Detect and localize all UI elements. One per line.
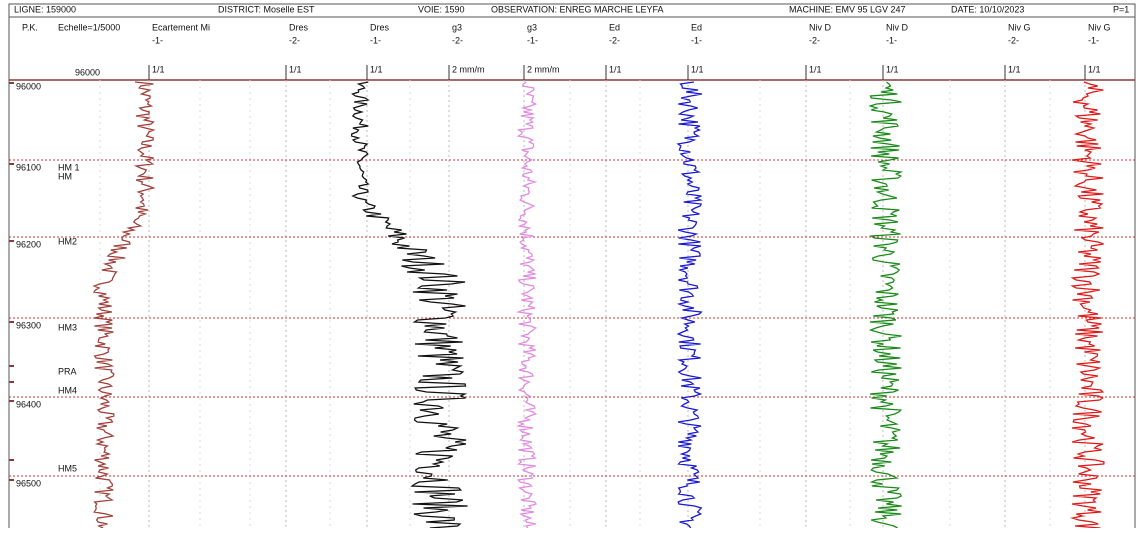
- column-name: Ed: [609, 22, 620, 32]
- column-index: -1-: [152, 35, 163, 45]
- column-index: -1-: [370, 35, 381, 45]
- pk-label: 96200: [16, 239, 41, 249]
- trace: [676, 81, 704, 529]
- marker: HM 1: [58, 162, 80, 172]
- machine: MACHINE: EMV 95 LGV 247: [789, 4, 906, 14]
- column-name: Ecartement Mi: [152, 22, 210, 32]
- marker: HM4: [58, 385, 77, 395]
- column-scale: 1/1: [152, 64, 165, 74]
- trace: [1070, 81, 1105, 529]
- date: DATE: 10/10/2023: [951, 4, 1024, 14]
- trace: [351, 81, 468, 529]
- district: DISTRICT: Moselle EST: [218, 4, 315, 14]
- column-scale: 1/1: [289, 64, 302, 74]
- column-index: -1-: [1088, 35, 1099, 45]
- column-name: Echelle=1/5000: [58, 22, 120, 32]
- column-name: Dres: [289, 22, 309, 32]
- column-scale: 1/1: [1008, 64, 1021, 74]
- column-scale: 96000: [75, 67, 100, 77]
- page-number: P=1: [1113, 4, 1129, 14]
- column-index: -2-: [609, 35, 620, 45]
- column-name: g3: [527, 22, 537, 32]
- pk-label: 96400: [16, 399, 41, 409]
- ligne: LIGNE: 159000: [14, 4, 76, 14]
- voie: VOIE: 1590: [418, 4, 465, 14]
- column-index: -2-: [289, 35, 300, 45]
- column-scale: 2 mm/m: [527, 64, 560, 74]
- marker: HM2: [58, 236, 77, 246]
- marker: HM: [58, 171, 72, 181]
- column-scale: 1/1: [809, 64, 822, 74]
- column-index: -1-: [527, 35, 538, 45]
- column-name: Ed: [691, 22, 702, 32]
- pk-label: 96500: [16, 478, 41, 488]
- column-scale: 1/1: [691, 64, 704, 74]
- marker: PRA: [58, 366, 77, 376]
- column-name: Niv D: [886, 22, 908, 32]
- column-name: Niv D: [809, 22, 831, 32]
- column-name: P.K.: [22, 22, 38, 32]
- observation: OBSERVATION: ENREG MARCHE LEYFA: [491, 4, 664, 14]
- trace: [868, 81, 904, 529]
- pk-label: 96300: [16, 320, 41, 330]
- column-name: Niv G: [1008, 22, 1031, 32]
- column-scale: 1/1: [886, 64, 899, 74]
- marker: HM3: [58, 322, 77, 332]
- column-index: -2-: [809, 35, 820, 45]
- column-scale: 1/1: [370, 64, 383, 74]
- column-index: -2-: [452, 35, 463, 45]
- column-name: Niv G: [1088, 22, 1111, 32]
- column-scale: 1/1: [609, 64, 622, 74]
- pk-label: 96000: [16, 81, 41, 91]
- column-index: -1-: [691, 35, 702, 45]
- column-name: Dres: [370, 22, 390, 32]
- trace: [92, 81, 156, 529]
- column-scale: 1/1: [1088, 64, 1101, 74]
- frame: [8, 3, 1136, 533]
- pk-label: 96100: [16, 162, 41, 172]
- column-scale: 2 mm/m: [452, 64, 485, 74]
- column-index: -1-: [886, 35, 897, 45]
- marker: HM5: [58, 463, 77, 473]
- trace: [516, 81, 538, 529]
- column-name: g3: [452, 22, 462, 32]
- column-index: -2-: [1008, 35, 1019, 45]
